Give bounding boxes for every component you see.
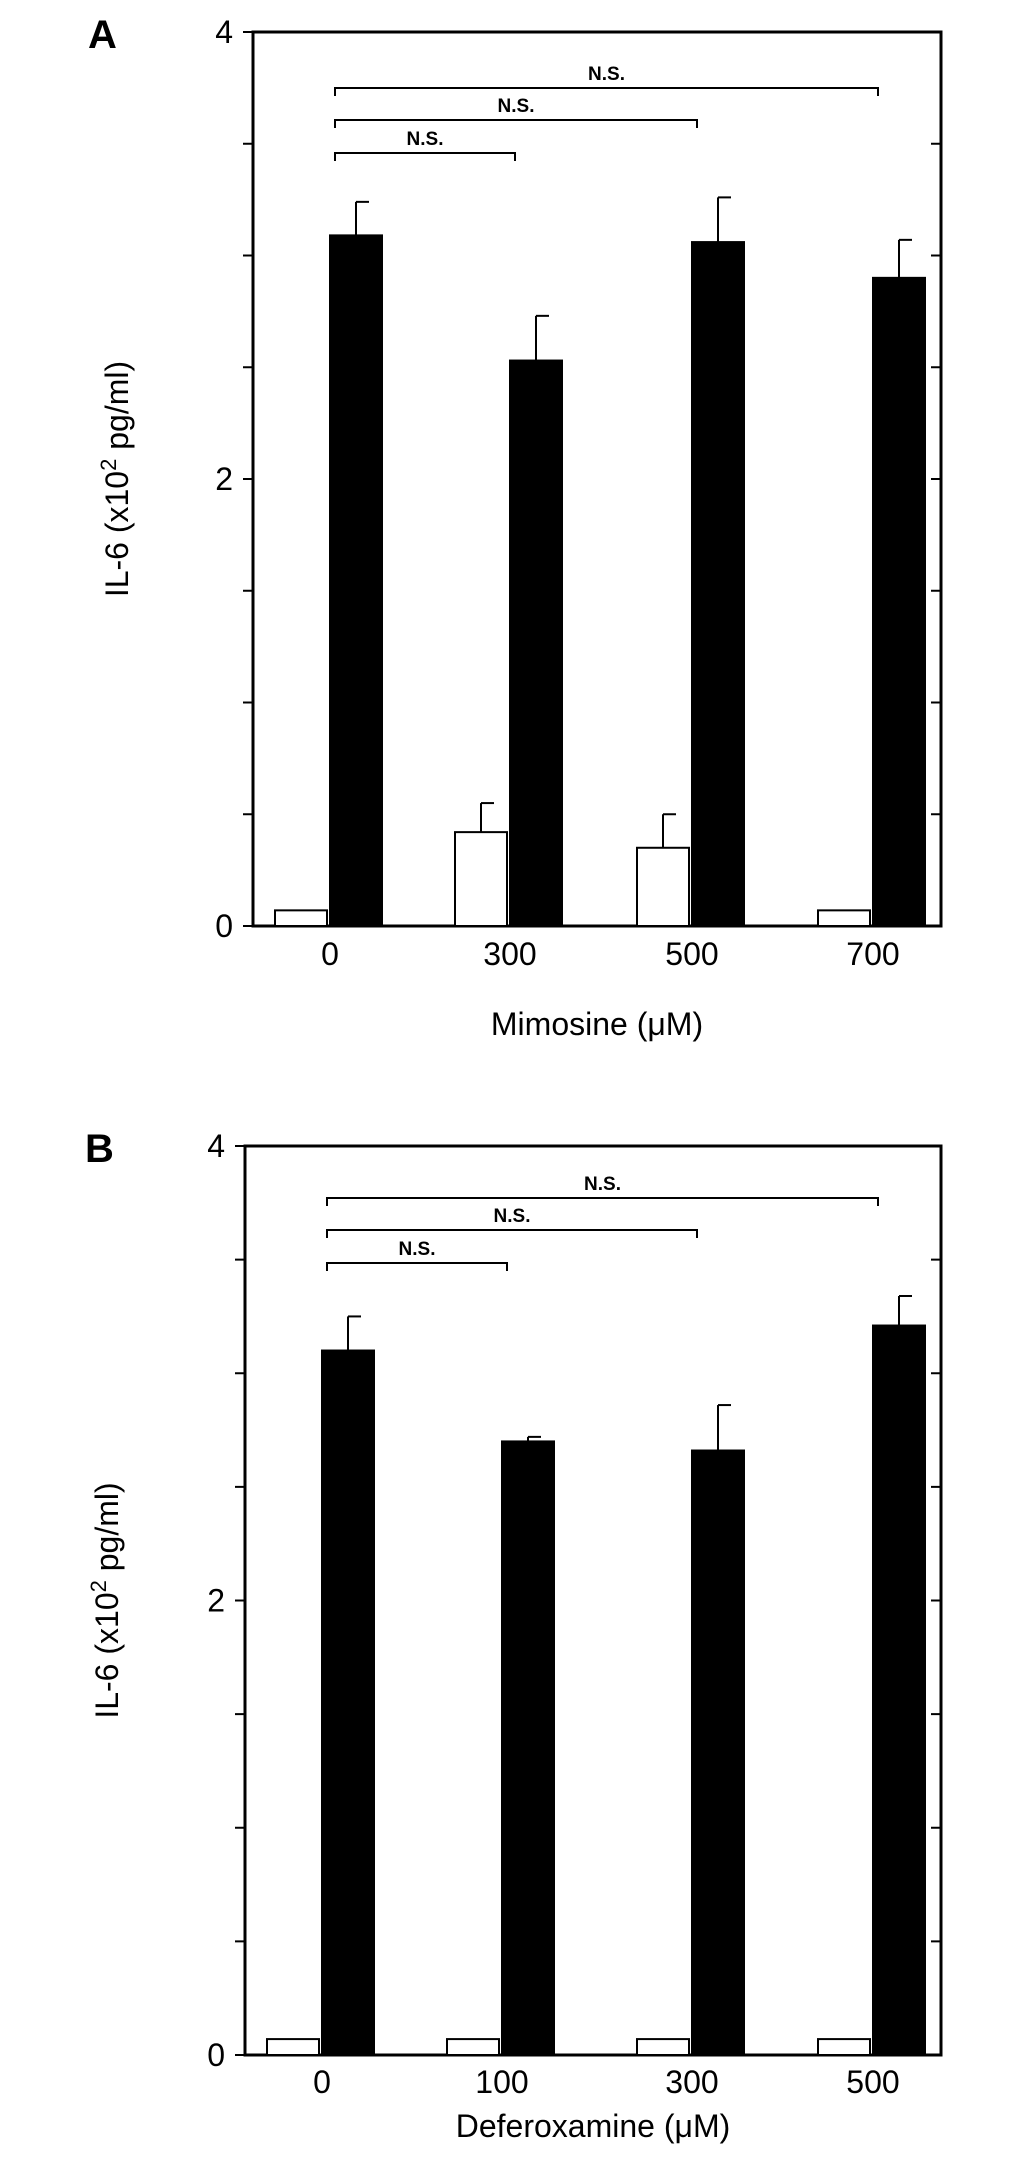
x-axis-label: Mimosine (μM) [491,1006,703,1042]
bar-open [817,909,871,927]
y-tick-label: 2 [207,1583,225,1619]
y-axis-label: IL-6 (x102 pg/ml) [86,1482,125,1718]
bar-filled [509,359,563,928]
bar-filled [691,1449,745,2056]
y-tick-label: 4 [215,14,233,50]
bar-filled [329,234,383,927]
panel-label: A [88,13,117,57]
significance-label: N.S. [498,96,535,117]
x-tick-label: 500 [846,2064,899,2100]
panel-label: B [85,1127,114,1171]
significance-bracket [334,119,698,128]
y-tick-label: 2 [215,461,233,497]
significance-label: N.S. [584,1174,621,1195]
significance-label: N.S. [407,129,444,150]
bar-filled [501,1440,555,2057]
x-tick-label: 0 [313,2064,331,2100]
bar-filled [872,276,926,928]
significance-label: N.S. [588,64,625,85]
bar-open [454,831,508,928]
y-axis-label: IL-6 (x102 pg/ml) [96,361,135,597]
chart-panel-a: A 0 2 4 IL-6 (x102 pg/ml) Mimosine (μM) 0 300 50… [88,13,943,1042]
bar-open [274,909,328,927]
significance-bracket [326,1262,508,1271]
significance-bracket [326,1197,879,1206]
significance-bracket [334,152,516,161]
chart-panel-b: B 0 2 4 IL-6 (x102 pg/ml) Deferoxamine (μM) 0 1… [85,1127,943,2144]
significance-bracket [326,1229,698,1238]
y-tick-label: 0 [215,908,233,944]
bar-open [446,2038,500,2057]
significance-bracket [334,87,879,96]
significance-label: N.S. [494,1206,531,1227]
x-tick-label: 300 [483,936,536,972]
x-tick-label: 700 [846,936,899,972]
y-tick-label: 4 [207,1128,225,1164]
bar-open [636,846,690,928]
bar-filled [321,1349,375,2056]
y-tick-label: 0 [207,2037,225,2073]
x-tick-label: 300 [665,2064,718,2100]
bar-open [636,2038,690,2057]
x-axis-label: Deferoxamine (μM) [456,2108,731,2144]
x-tick-label: 0 [321,936,339,972]
x-tick-label: 500 [665,936,718,972]
bar-open [817,2038,871,2057]
x-tick-label: 100 [475,2064,528,2100]
bar-filled [872,1324,926,2056]
significance-label: N.S. [399,1239,436,1260]
bar-filled [691,241,745,927]
bar-open [266,2038,320,2057]
